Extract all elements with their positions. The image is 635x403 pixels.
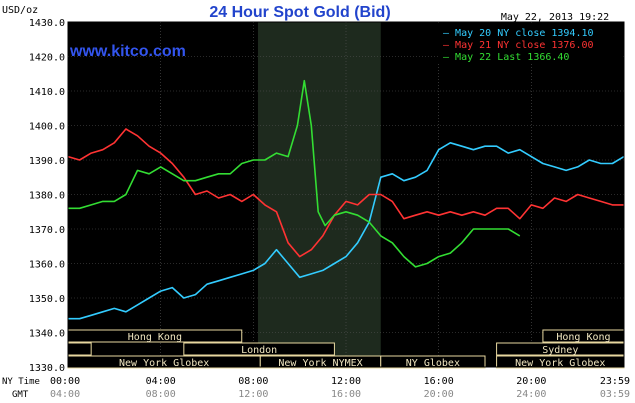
session-label: London — [241, 345, 277, 356]
y-axis-ticks: 1330.0 1340.0 1350.0 1360.0 1370.0 1380.0 1390… — [29, 18, 65, 374]
series-line-0 — [68, 142, 625, 320]
series-line-1 — [67, 128, 624, 258]
x-tick-label-ny: 23:59 — [600, 376, 630, 387]
market-sessions: Hong Kong London New York Globex New York N… — [67, 329, 625, 369]
legend-item-may20: – May 20 NY close 1394.10 — [443, 28, 594, 39]
y-tick-label: 1400.0 — [29, 122, 65, 133]
legend-item-may22: – May 22 Last 1366.40 — [443, 52, 569, 63]
ny-time-label: NY Time — [2, 377, 40, 387]
y-tick-label: 1420.0 — [29, 53, 65, 64]
session-label: New York Globex — [119, 358, 209, 369]
plot-border — [67, 21, 625, 368]
timestamp: May 22, 2013 19:22 — [501, 12, 609, 23]
x-tick-label-gmt: 16:00 — [331, 389, 361, 400]
y-tick-label: 1330.0 — [29, 363, 65, 374]
session-label: NY Globex — [406, 358, 460, 369]
series-lines — [67, 79, 625, 320]
y-tick-label: 1410.0 — [29, 87, 65, 98]
x-tick-label-gmt: 20:00 — [424, 389, 454, 400]
x-tick-label-ny: 04:00 — [146, 376, 176, 387]
x-tick-label-gmt: 08:00 — [146, 389, 176, 400]
session-bar — [67, 342, 92, 356]
session-label: Hong Kong — [128, 332, 182, 343]
y-tick-label: 1380.0 — [29, 191, 65, 202]
series-line-2 — [68, 79, 521, 268]
y-tick-label: 1360.0 — [29, 260, 65, 271]
x-tick-label-ny: 16:00 — [424, 376, 454, 387]
watermark: www.kitco.com — [69, 43, 186, 60]
session-bar — [183, 342, 335, 356]
legend-label-may21: May 21 NY close 1376.00 — [455, 40, 593, 51]
x-tick-label-gmt: 04:00 — [50, 389, 80, 400]
x-tick-label-gmt: 24:00 — [516, 389, 546, 400]
x-tick-label-ny: 08:00 — [238, 376, 268, 387]
y-axis-label: USD/oz — [2, 5, 38, 16]
legend-item-may21: – May 21 NY close 1376.00 — [443, 40, 594, 51]
gmt-label: GMT — [12, 390, 29, 400]
x-tick-label-ny: 12:00 — [331, 376, 361, 387]
x-tick-label-gmt: 12:00 — [238, 389, 268, 400]
y-tick-label: 1370.0 — [29, 225, 65, 236]
x-tick-label-ny: 20:00 — [516, 376, 546, 387]
legend-box — [438, 24, 622, 64]
legend-label-may22: May 22 Last 1366.40 — [455, 52, 569, 63]
session-label: Hong Kong — [556, 332, 610, 343]
legend: – May 20 NY close 1394.10 – May 21 NY cl… — [438, 24, 622, 64]
session-label: Sydney — [542, 345, 578, 356]
y-tick-label: 1350.0 — [29, 294, 65, 305]
legend-label-may20: May 20 NY close 1394.10 — [455, 28, 593, 39]
chart-title: 24 Hour Spot Gold (Bid) — [209, 4, 390, 21]
session-label: New York Globex — [515, 358, 605, 369]
session-label: New York NYMEX — [278, 358, 362, 369]
x-tick-label-gmt: 03:59 — [600, 389, 630, 400]
y-tick-label: 1340.0 — [29, 329, 65, 340]
x-tick-label-ny: 00:00 — [50, 376, 80, 387]
gridlines — [68, 21, 624, 368]
y-tick-label: 1390.0 — [29, 156, 65, 167]
y-tick-label: 1430.0 — [29, 18, 65, 29]
x-axis: NY Time GMT 00:00 04:00 04:00 08:00 08:00 12:… — [2, 376, 630, 400]
session-bar — [380, 355, 486, 369]
